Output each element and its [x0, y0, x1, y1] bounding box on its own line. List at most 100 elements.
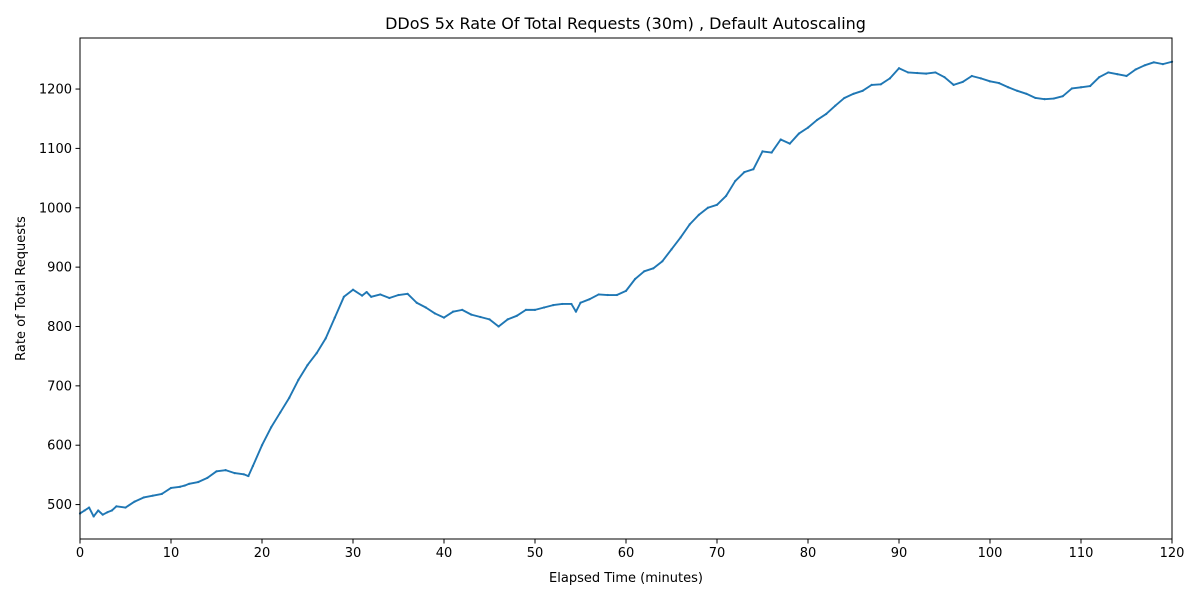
- data-point: [279, 411, 282, 414]
- data-point: [251, 464, 254, 468]
- data-point: [97, 509, 100, 512]
- series-points: [78, 60, 1174, 518]
- data-point: [1016, 89, 1019, 92]
- data-point: [561, 302, 564, 306]
- y-tick-label: 600: [47, 439, 72, 454]
- data-point: [734, 179, 737, 183]
- plot-frame: [79, 37, 1173, 540]
- data-point: [816, 118, 819, 122]
- data-point: [606, 293, 609, 297]
- data-point: [297, 378, 300, 382]
- x-tick-label: 40: [436, 546, 453, 561]
- data-point: [770, 151, 773, 154]
- data-point: [306, 363, 309, 367]
- data-point: [643, 270, 646, 273]
- data-point: [1007, 86, 1010, 89]
- data-point: [1043, 98, 1046, 101]
- data-point: [661, 260, 664, 263]
- data-point: [179, 485, 182, 488]
- x-axis: 0 10 20 30 40 50 60 70 80 90 100 110 120: [76, 539, 1185, 561]
- data-point: [333, 316, 336, 319]
- data-point: [92, 515, 95, 518]
- chart-title: DDoS 5x Rate Of Total Requests (30m) , D…: [385, 14, 866, 33]
- data-point: [1061, 95, 1064, 98]
- data-point: [324, 337, 327, 340]
- x-tick-label: 70: [709, 546, 726, 561]
- data-point: [506, 318, 509, 321]
- data-point: [361, 294, 364, 297]
- x-tick-label: 60: [618, 546, 635, 561]
- data-point: [961, 80, 964, 84]
- plot-area: [78, 60, 1174, 518]
- x-tick-label: 20: [254, 546, 271, 561]
- data-point: [515, 314, 518, 317]
- data-point: [615, 293, 619, 297]
- data-point: [1089, 84, 1092, 88]
- x-tick-label: 50: [527, 546, 544, 561]
- data-point: [342, 295, 345, 298]
- data-point: [124, 506, 127, 509]
- data-point: [925, 72, 928, 75]
- data-point: [679, 236, 682, 239]
- data-point: [1098, 76, 1101, 79]
- data-point: [970, 74, 973, 78]
- data-point: [998, 82, 1001, 85]
- data-point: [110, 509, 113, 512]
- data-point: [634, 277, 637, 281]
- x-tick-label: 80: [800, 546, 817, 561]
- data-point: [247, 474, 250, 478]
- data-point: [697, 213, 700, 216]
- series-line: [79, 60, 1173, 518]
- data-point: [365, 290, 368, 294]
- data-point: [497, 325, 500, 328]
- data-point: [797, 132, 801, 135]
- data-point: [315, 352, 318, 355]
- data-point: [215, 470, 218, 473]
- data-point: [160, 492, 163, 495]
- data-point: [1125, 74, 1128, 78]
- data-point: [1161, 63, 1164, 66]
- data-point: [106, 511, 109, 514]
- data-point: [806, 126, 810, 129]
- data-point: [597, 293, 600, 296]
- y-tick-label: 1200: [39, 83, 72, 98]
- data-point: [588, 298, 591, 301]
- data-point: [288, 396, 291, 399]
- data-point: [1034, 96, 1037, 100]
- data-point: [1025, 92, 1028, 95]
- data-point: [142, 496, 145, 499]
- data-point: [442, 316, 446, 319]
- data-point: [370, 295, 373, 298]
- data-point: [715, 203, 719, 206]
- data-point: [1116, 73, 1119, 76]
- data-point: [888, 77, 892, 80]
- data-point: [825, 112, 828, 116]
- y-tick-label: 900: [47, 261, 72, 276]
- data-point: [670, 248, 673, 251]
- data-point: [1052, 97, 1055, 100]
- data-point: [852, 92, 855, 95]
- data-point: [624, 289, 628, 292]
- data-point: [488, 318, 491, 321]
- y-tick-label: 700: [47, 379, 72, 394]
- x-tick-label: 10: [163, 546, 180, 561]
- data-point: [1134, 68, 1137, 71]
- data-point: [988, 80, 992, 83]
- x-tick-label: 100: [978, 546, 1003, 561]
- data-point: [843, 96, 846, 100]
- data-point: [979, 77, 983, 80]
- y-axis: 500 600 700 800 900 1000 1100 1200: [39, 83, 80, 513]
- data-point: [907, 71, 910, 74]
- data-point: [916, 71, 919, 75]
- data-point: [183, 484, 186, 487]
- x-tick-label: 120: [1160, 546, 1185, 561]
- data-point: [206, 476, 209, 479]
- data-point: [452, 310, 455, 313]
- data-point: [788, 142, 791, 145]
- x-tick-label: 0: [76, 546, 84, 561]
- y-tick-label: 500: [47, 498, 72, 513]
- data-point: [224, 469, 227, 472]
- data-point: [570, 302, 573, 306]
- data-point: [1152, 61, 1155, 64]
